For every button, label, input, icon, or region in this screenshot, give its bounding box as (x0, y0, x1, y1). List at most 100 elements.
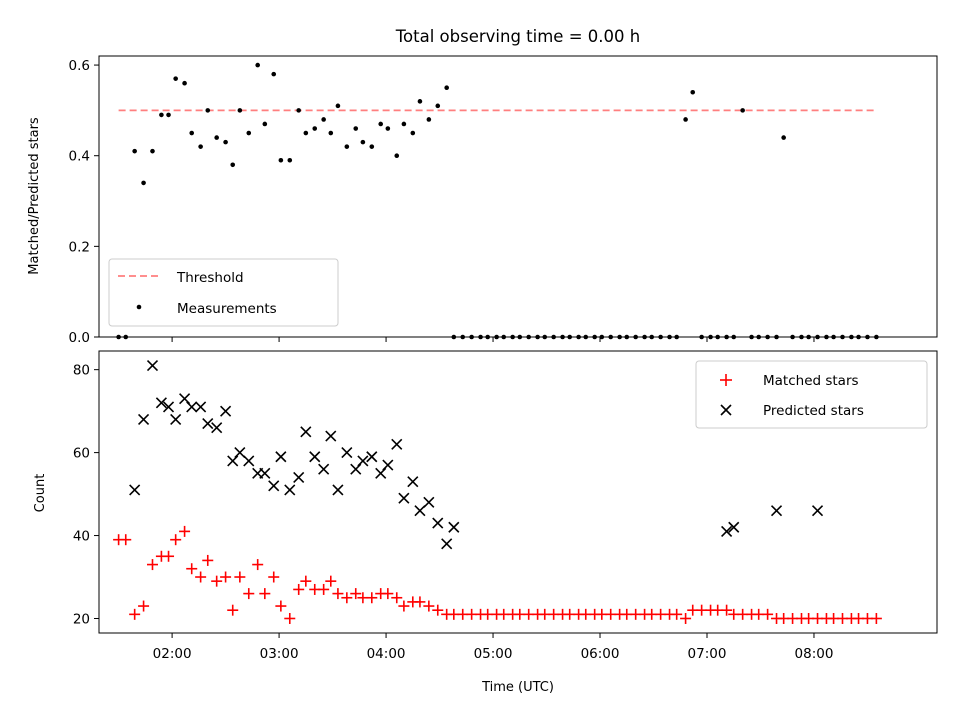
matched-star-point (259, 588, 271, 600)
predicted-star-point (234, 447, 246, 459)
predicted-star-point (398, 492, 410, 504)
measurement-point (166, 112, 171, 118)
matched-star-point (870, 612, 882, 624)
measurement-point (328, 130, 334, 136)
measurement-point (141, 180, 146, 186)
predicted-star-point (770, 505, 783, 517)
matched-star-point (350, 588, 362, 600)
matched-star-point (120, 534, 132, 546)
matched-star-point (163, 550, 175, 562)
bottom-ylabel: Count (33, 474, 48, 513)
predicted-star-point (146, 359, 159, 372)
predicted-star-point (129, 484, 141, 496)
predicted-x-b (721, 525, 733, 537)
matched-star-point (138, 600, 150, 612)
matched-star-point (414, 596, 426, 608)
predicted-x-b (293, 471, 305, 484)
predicted-star-point (366, 451, 378, 463)
predicted-x-b (268, 480, 280, 492)
measurement-point (683, 117, 688, 122)
top-y-tick-label: 0.0 (69, 330, 90, 346)
predicted-star-point (325, 430, 337, 442)
predicted-x-b (382, 459, 394, 471)
predicted-x-b (350, 463, 362, 475)
matched-star-point (211, 575, 223, 587)
measurement-point (205, 108, 211, 113)
predicted-star-point (728, 521, 740, 533)
predicted-star-point (375, 467, 387, 479)
matched-star-point (391, 592, 403, 604)
matched-star-point (284, 612, 296, 624)
measurement-point (435, 103, 441, 109)
matched-star-point (318, 583, 330, 595)
matched-star-point (220, 571, 232, 583)
predicted-x-b (357, 455, 369, 467)
measurement-point (230, 162, 236, 168)
measurement-point (312, 126, 318, 131)
measurement-point (173, 76, 178, 81)
predicted-star-point (138, 413, 150, 425)
measurement-point (214, 135, 219, 140)
predicted-star-point (300, 426, 312, 438)
x-tick-label: 06:00 (581, 646, 620, 662)
predicted-x-b (728, 521, 740, 533)
measurement-point (360, 139, 366, 145)
predicted-x-b (234, 447, 246, 459)
measurement-point (287, 157, 293, 163)
bottom-axes-frame (98, 350, 938, 634)
predicted-star-point (284, 484, 296, 496)
predicted-x-b (366, 451, 378, 463)
top-legend-box (108, 258, 339, 327)
top-legend: Threshold Measurements (108, 258, 339, 327)
predicted-x-b (414, 505, 426, 517)
measurement-point (255, 62, 260, 68)
measurement-point (150, 148, 155, 154)
matched-star-point (275, 600, 287, 612)
measurement-point (690, 89, 696, 95)
measurement-point (417, 99, 423, 104)
predicted-star-point (220, 405, 232, 417)
measurements-legend-label: Measurements (177, 301, 277, 317)
matched-star-point (243, 588, 255, 600)
predicted-star-point (318, 463, 330, 475)
predicted-x-b (227, 455, 239, 467)
measurement-point (410, 130, 416, 136)
x-tick-label: 03:00 (260, 646, 299, 662)
bottom-y-tick-label: 40 (73, 529, 90, 545)
matched-star-point (398, 600, 410, 612)
predicted-legend-icon (720, 404, 732, 416)
measurement-point (271, 71, 277, 77)
predicted-star-point (293, 471, 305, 484)
x-tick-label: 07:00 (688, 646, 727, 662)
predicted-x-b (162, 401, 175, 413)
x-tick-label: 02:00 (153, 646, 192, 662)
matched-star-point (366, 592, 378, 604)
predicted-x-b (407, 476, 419, 488)
predicted-star-point (186, 401, 198, 413)
x-tick-label: 04:00 (367, 646, 406, 662)
matched-star-point (332, 588, 344, 600)
measurement-point (444, 85, 449, 91)
matched-star-point (721, 604, 733, 616)
predicted-x-b (195, 401, 207, 413)
matched-star-point (432, 604, 444, 616)
predicted-x-b (423, 496, 435, 508)
predicted-star-point (350, 463, 362, 475)
matched-star-point (227, 604, 239, 616)
predicted-star-point (179, 393, 191, 405)
predicted-x-b (155, 397, 167, 409)
predicted-x-b (770, 505, 783, 517)
predicted-star-point (448, 521, 460, 533)
top-y-tick-label: 0.2 (69, 239, 90, 255)
measurement-point (223, 139, 228, 145)
predicted-x-b (325, 430, 337, 442)
predicted-star-point (441, 538, 453, 550)
matched-star-point (170, 534, 182, 546)
matched-star-point (680, 612, 692, 624)
predicted-star-point (259, 467, 271, 479)
x-tick-label: 08:00 (795, 646, 834, 662)
predicted-x-b (341, 447, 353, 459)
predicted-x-b (179, 393, 191, 405)
measurement-point (335, 103, 341, 109)
threshold-legend-label: Threshold (176, 270, 244, 286)
